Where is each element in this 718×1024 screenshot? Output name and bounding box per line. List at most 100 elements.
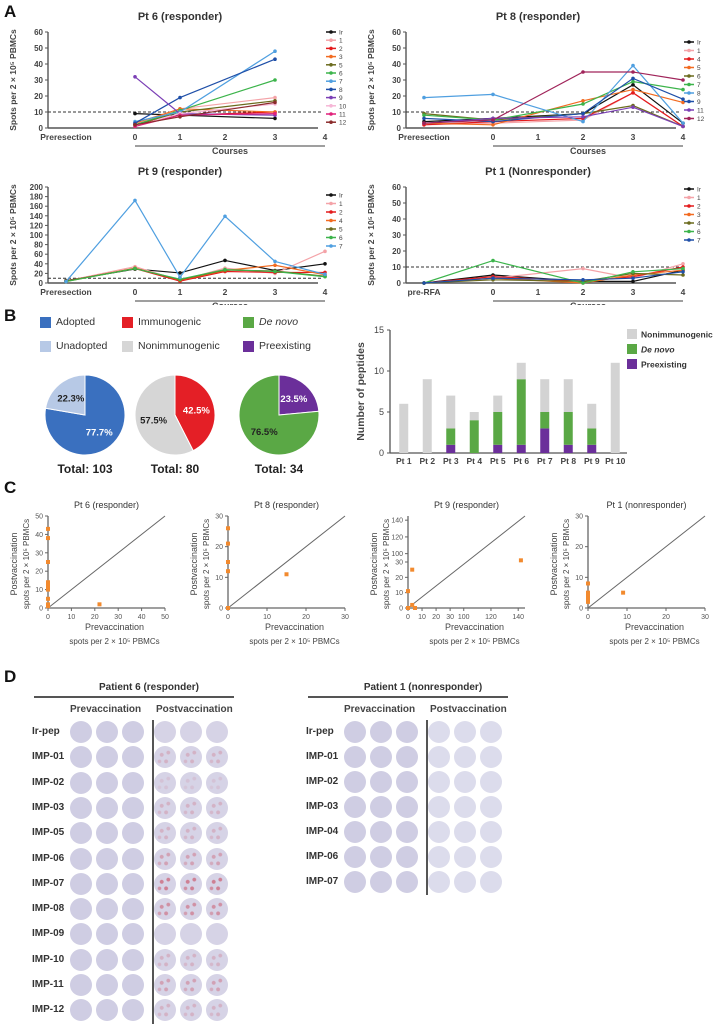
well-postvaccination	[206, 847, 228, 870]
well-postvaccination	[428, 846, 450, 868]
well-postvaccination	[454, 871, 476, 893]
well-postvaccination	[154, 923, 176, 946]
x-tick-label: 3	[631, 132, 636, 142]
y-axis-label: Postvaccination	[549, 532, 559, 595]
well-prevaccination	[70, 771, 92, 794]
y-tick-label: 120	[30, 221, 44, 230]
data-point	[406, 606, 410, 610]
x-tick-label: 30	[114, 614, 122, 621]
y-tick-label: 0	[397, 279, 402, 288]
identity-line	[47, 515, 166, 609]
y-axis-label: Postvaccination	[9, 532, 19, 595]
y-tick-label: 0	[399, 606, 403, 613]
data-point-7	[631, 276, 635, 280]
x-tick-label: 1	[536, 132, 541, 142]
well-prevaccination	[96, 822, 118, 845]
legend-label: Preexisting	[641, 360, 687, 370]
x-tick-label: 2	[223, 132, 228, 142]
y-tick-label: 10	[34, 108, 43, 117]
well-prevaccination	[96, 721, 118, 743]
data-point-11	[681, 124, 685, 129]
legend-label: De novo	[641, 345, 675, 355]
legend-label: 6	[697, 229, 701, 236]
row-label: Ir-pep	[306, 726, 334, 737]
data-point-7	[681, 87, 685, 92]
data-point-11	[581, 115, 585, 119]
legend-label: Nonimmunogenic	[138, 340, 220, 352]
data-point-6	[681, 266, 685, 271]
x-axis-label: Prevaccination	[625, 622, 684, 632]
x-tick-label: Pt 2	[419, 456, 435, 466]
legend-label: 9	[339, 95, 343, 102]
legend-marker	[329, 87, 333, 92]
legend-marker	[329, 120, 333, 124]
y-tick-label: 30	[34, 76, 43, 85]
well-postvaccination	[180, 999, 202, 1022]
well-postvaccination	[206, 923, 228, 946]
x-tick-label: 20	[91, 614, 99, 621]
x-tick-label: 0	[133, 132, 138, 142]
y-tick-label: 30	[575, 514, 583, 521]
y-tick-label: 140	[391, 518, 403, 525]
legend-label: 1	[697, 195, 701, 202]
legend-item-nonimmunogenic: Nonimmunogenic	[122, 340, 220, 352]
legend-label: Nonimmunogenic	[641, 330, 713, 340]
well-postvaccination	[180, 746, 202, 769]
pie-value-label: 76.5%	[251, 427, 278, 438]
well-postvaccination	[428, 796, 450, 818]
well-prevaccination	[370, 746, 392, 768]
x-tick-label: 2	[223, 287, 228, 297]
x-tick-label: 1	[178, 132, 183, 142]
legend-marker	[329, 218, 333, 223]
y-axis-label-units: spots per 2 × 10⁵ PBMCs	[382, 519, 391, 609]
legend-marker	[687, 204, 691, 208]
x-tick-label: 10	[418, 614, 426, 621]
x-tick-label: 120	[485, 614, 497, 621]
pie-slice-de-novo	[238, 374, 320, 456]
column-header-post: Postvaccination	[156, 704, 233, 715]
data-point-1	[273, 95, 277, 100]
well-prevaccination	[122, 822, 144, 845]
legend-swatch	[627, 344, 637, 354]
legend-label: 8	[339, 87, 343, 94]
pie-value-label: 77.7%	[86, 427, 113, 438]
well-prevaccination	[396, 771, 418, 793]
legend-marker	[687, 212, 691, 217]
scatter-pt1: Pt 1 (nonresponder) 0 10 20 30 0 10 20 30 Prevacc…	[549, 500, 709, 646]
row-label: IMP-01	[32, 751, 65, 763]
x-tick-label: 2	[581, 132, 586, 142]
y-axis-label-units: spots per 2 × 10⁵ PBMCs	[22, 519, 31, 609]
well-postvaccination	[428, 721, 450, 743]
x-tick-label: Pt 5	[490, 456, 506, 466]
well-prevaccination	[344, 821, 366, 843]
well-prevaccination	[344, 796, 366, 818]
well-postvaccination	[480, 771, 502, 793]
legend-marker	[329, 104, 333, 108]
row-label: IMP-01	[306, 751, 339, 762]
bar-de-novo	[469, 420, 479, 453]
y-tick-label: 30	[392, 76, 401, 85]
legend-label: Ir	[339, 30, 344, 37]
legend-label: 6	[339, 235, 343, 242]
well-postvaccination	[428, 746, 450, 768]
legend-marker	[687, 229, 691, 234]
y-tick-label: 40	[392, 215, 401, 224]
pie-chart-immunogenic: 42.5% 57.5%	[134, 374, 216, 456]
chart-title: Pt 6 (responder)	[138, 11, 223, 23]
y-tick-label: 5	[379, 407, 384, 417]
legend-label: 1	[339, 38, 343, 45]
well-postvaccination	[454, 846, 476, 868]
well-postvaccination	[154, 898, 176, 921]
x-tick-label: Pt 4	[466, 456, 482, 466]
x-axis-label: Courses	[212, 301, 248, 305]
y-axis-label: Spots per 2 × 10⁵ PBMCs	[366, 184, 376, 286]
well-postvaccination	[180, 771, 202, 794]
well-prevaccination	[96, 999, 118, 1022]
legend-label: 8	[697, 91, 701, 98]
data-point	[410, 567, 415, 572]
bar-de-novo	[540, 412, 550, 429]
y-tick-label: 0	[39, 606, 43, 613]
y-tick-label: 180	[30, 193, 44, 202]
legend-swatch	[627, 359, 637, 369]
